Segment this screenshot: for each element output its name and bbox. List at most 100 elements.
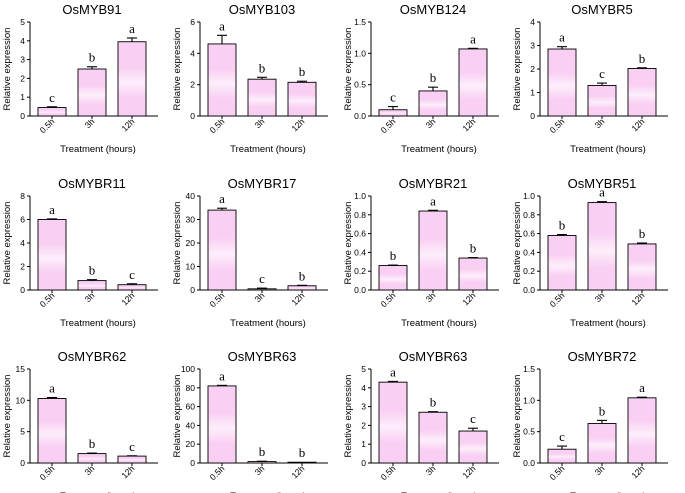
y-tick-label: 0 [20,285,25,295]
significance-letter: a [49,381,55,396]
y-tick-label: 1.5 [354,17,366,27]
x-tick-label: 3h [424,290,438,304]
chart-title: OsMYBR17 [228,176,297,191]
y-tick-label: 0.5 [523,427,535,437]
x-tick-label: 0.5h [208,290,227,309]
y-tick-label: 1.0 [354,191,366,201]
significance-letter: b [470,241,477,256]
significance-letter: b [599,403,606,418]
y-axis-label: Relative expression [2,375,13,458]
x-tick-label: 3h [253,116,267,130]
x-tick-label: 3h [424,116,438,130]
x-tick-label: 3h [83,290,97,304]
y-tick-label: 15 [16,364,26,374]
y-tick-label: 2 [20,73,25,83]
chart-panel-2: OsMYB103 0 2 4 6 Relative expression a 0.5h b 3h b… [172,2,328,155]
x-axis-label: Treatment (hours) [230,318,306,329]
y-tick-label: 0.0 [523,285,535,295]
y-tick-label: 1.0 [523,395,535,405]
x-axis-label: Treatment (hours) [60,144,136,155]
y-tick-label: 5 [20,427,25,437]
x-tick-label: 3h [253,290,267,304]
y-axis-label: Relative expression [512,28,523,111]
x-tick-label: 12h [119,463,136,480]
y-tick-label: 5 [20,17,25,27]
y-tick-label: 6 [190,17,195,27]
significance-letter: b [299,64,306,79]
bar-0.5h [37,107,67,117]
x-axis-label: Treatment (hours) [230,144,306,155]
x-axis-label: Treatment (hours) [230,491,306,493]
chart-panel-11: OsMYBR63 0 1 2 3 4 5 Relative expression a 0.5h b 3… [343,349,499,493]
y-tick-label: 5 [361,364,366,374]
y-tick-label: 0 [190,111,195,121]
x-tick-label: 3h [253,463,267,477]
chart-title: OsMYBR72 [568,349,637,364]
y-tick-label: 0 [361,458,366,468]
significance-letter: a [390,364,396,379]
y-tick-label: 0.2 [523,266,535,276]
x-tick-label: 12h [119,116,136,133]
bar-0.5h [207,385,237,464]
x-tick-label: 0.5h [38,463,57,482]
significance-letter: b [639,226,646,241]
y-tick-label: 0.6 [354,229,366,239]
bar-3h [247,461,277,464]
bar-0.5h [547,448,577,464]
y-axis-label: Relative expression [172,202,183,285]
bar-0.5h [37,398,67,464]
bar-0.5h [37,219,67,291]
x-tick-label: 0.5h [548,116,567,135]
chart-title: OsMYBR5 [571,2,632,17]
bar-3h [587,84,617,117]
y-tick-label: 0.2 [354,266,366,276]
x-tick-label: 12h [460,116,477,133]
significance-letter: c [559,429,565,444]
significance-letter: c [49,90,55,105]
bar-0.5h [378,381,408,464]
significance-letter: b [390,248,397,263]
bar-3h [418,90,448,117]
y-tick-label: 4 [361,383,366,393]
bar-12h [627,243,657,291]
x-tick-label: 3h [593,116,607,130]
chart-panel-1: OsMYB91 0 1 2 3 4 5 Relative expression c 0.5h b 3h… [2,2,158,155]
y-tick-label: 0.4 [523,247,535,257]
x-tick-label: 0.5h [379,116,398,135]
x-tick-label: 12h [460,463,477,480]
bar-3h [587,202,617,291]
chart-title: OsMYBR63 [228,349,297,364]
bar-3h [77,453,107,464]
y-tick-label: 10 [16,395,26,405]
bar-12h [458,430,488,464]
x-axis-label: Treatment (hours) [570,491,646,493]
significance-letter: a [129,21,135,36]
y-tick-label: 0 [20,458,25,468]
x-tick-label: 12h [629,463,646,480]
x-axis-label: Treatment (hours) [60,318,136,329]
y-tick-label: 6 [20,215,25,225]
x-tick-label: 0.5h [379,290,398,309]
y-tick-label: 0 [530,111,535,121]
x-tick-label: 12h [460,290,477,307]
significance-letter: a [430,193,436,208]
y-tick-label: 0.0 [354,285,366,295]
significance-letter: b [430,70,437,85]
y-axis-label: Relative expression [2,202,13,285]
significance-letter: b [259,60,266,75]
y-axis-label: Relative expression [343,28,354,111]
bar-3h [77,280,107,291]
significance-letter: b [430,395,437,410]
y-axis-label: Relative expression [172,375,183,458]
chart-title: OsMYBR63 [399,349,468,364]
x-tick-label: 0.5h [548,463,567,482]
y-tick-label: 0 [20,111,25,121]
y-tick-label: 1.0 [354,48,366,58]
significance-letter: a [599,185,605,200]
x-tick-label: 12h [289,290,306,307]
bar-12h [627,68,657,117]
bar-0.5h [378,109,408,117]
x-tick-label: 12h [629,116,646,133]
